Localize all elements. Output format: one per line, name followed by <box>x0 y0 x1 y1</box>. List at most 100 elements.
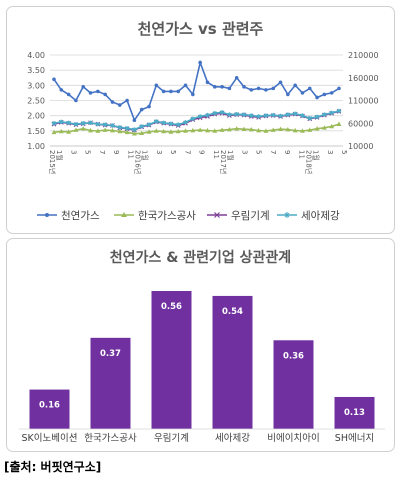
data-point <box>58 128 64 134</box>
data-point <box>191 92 195 97</box>
data-point <box>66 129 72 134</box>
data-point <box>219 110 225 115</box>
bar <box>151 291 192 429</box>
data-point <box>59 119 64 125</box>
data-point <box>205 80 210 85</box>
data-point <box>278 80 283 85</box>
data-point <box>321 125 327 130</box>
bar-chart-title: 천연가스 & 관련기업 상관관계 <box>109 250 292 266</box>
legend-marker <box>284 212 290 218</box>
data-point <box>139 130 145 136</box>
data-point <box>161 120 166 125</box>
data-point <box>234 126 240 131</box>
x-tick-label: 9 <box>198 150 206 154</box>
x-year-label: 2016년 <box>134 150 143 174</box>
x-tick-label: 1월 <box>141 150 150 161</box>
source-note: [출처: 버핏연구소] <box>4 460 102 474</box>
data-point <box>139 124 144 129</box>
data-point <box>154 119 159 124</box>
legend-marker <box>45 213 49 217</box>
data-point <box>73 127 79 132</box>
series-line <box>53 123 340 135</box>
data-point <box>74 98 78 103</box>
bar <box>90 337 131 429</box>
data-point <box>234 75 239 80</box>
x-tick-label: 5 <box>255 150 263 154</box>
y-right-tick-label: 160000 <box>348 74 379 83</box>
data-point <box>263 113 269 118</box>
data-point <box>329 123 335 129</box>
data-point <box>278 126 283 131</box>
bar-value-label: 0.56 <box>161 302 182 312</box>
data-point <box>242 85 246 89</box>
y-left-tick-label: 1.50 <box>27 127 45 136</box>
data-point <box>125 98 129 103</box>
data-point <box>278 113 283 119</box>
y-left-tick-label: 3.50 <box>27 66 45 75</box>
data-point <box>51 129 57 135</box>
bar-chart: 0.16 SK이노베이션 0.37 한국가스공사 0.56 우림기계 0.54 세아제강 0.3… <box>19 291 385 444</box>
category-label: 비에이치아이 <box>267 432 319 444</box>
data-point <box>183 120 188 125</box>
data-point <box>271 86 276 91</box>
data-point <box>95 128 101 133</box>
x-tick-label: 11 <box>126 150 134 159</box>
data-point <box>153 128 159 133</box>
data-point <box>197 127 203 132</box>
data-point <box>117 125 122 130</box>
data-point <box>96 89 100 94</box>
data-point <box>300 91 305 95</box>
legend-label: 우림기계 <box>231 210 270 222</box>
data-point <box>88 127 93 133</box>
data-point <box>183 83 188 88</box>
x-tick-label: 7 <box>98 150 106 154</box>
data-point <box>322 112 327 117</box>
data-point <box>168 129 174 134</box>
data-point <box>315 95 319 100</box>
data-point <box>241 112 247 117</box>
data-point <box>190 127 196 133</box>
data-point <box>256 114 261 119</box>
x-tick-label: 1월 <box>55 150 64 161</box>
data-point <box>110 127 115 133</box>
data-point <box>286 92 290 97</box>
x-tick-label: 3 <box>240 150 248 154</box>
y-right-tick-label: 60000 <box>348 119 373 128</box>
x-tick-label: 5 <box>84 150 92 154</box>
data-point <box>95 121 101 127</box>
data-point <box>249 88 254 92</box>
data-point <box>168 121 174 126</box>
data-point <box>154 83 159 88</box>
y-right-tick-label: 110000 <box>348 97 379 106</box>
x-tick-label: 1월 <box>226 150 235 161</box>
legend-marker <box>121 212 127 217</box>
data-point <box>73 121 79 127</box>
data-point <box>103 92 107 97</box>
bar <box>273 340 314 429</box>
category-label: 한국가스공사 <box>84 433 137 444</box>
data-point <box>197 114 203 119</box>
series-line <box>53 59 340 122</box>
data-point <box>81 121 86 126</box>
data-point <box>51 121 57 126</box>
data-point <box>293 83 297 88</box>
x-year-label: 2018년 <box>305 150 314 174</box>
data-point <box>292 127 298 133</box>
y-left-tick-label: 4.00 <box>27 51 45 60</box>
x-tick-label: 9 <box>112 150 120 154</box>
data-point <box>234 111 239 117</box>
x-year-label: 2017년 <box>219 150 228 174</box>
data-point <box>336 108 342 114</box>
data-point <box>117 103 122 107</box>
data-point <box>59 88 64 92</box>
data-point <box>124 129 130 135</box>
data-point <box>205 112 210 118</box>
bar-value-label: 0.16 <box>39 401 60 411</box>
x-tick-label: 3 <box>326 150 334 154</box>
data-point <box>146 129 152 134</box>
x-tick-label: 5 <box>169 150 177 154</box>
data-point <box>256 127 262 133</box>
data-point <box>329 110 334 115</box>
bar-chart-panel: 천연가스 & 관련기업 상관관계 0.16 SK이노베이션 0.37 한국가스공사 0.… <box>6 238 395 452</box>
data-point <box>285 127 291 132</box>
